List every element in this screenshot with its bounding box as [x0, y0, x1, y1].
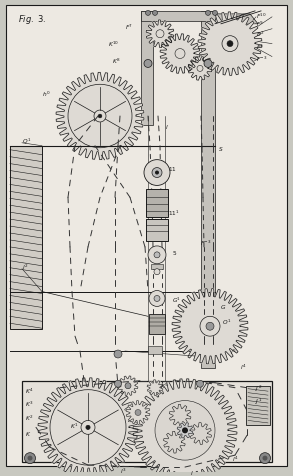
- Polygon shape: [38, 378, 138, 476]
- Circle shape: [212, 11, 217, 16]
- Text: $\it{S}$: $\it{S}$: [218, 144, 224, 152]
- Text: $\it{K}$: $\it{K}$: [25, 429, 31, 437]
- Circle shape: [155, 171, 159, 175]
- Circle shape: [182, 427, 188, 434]
- Circle shape: [152, 11, 158, 16]
- Circle shape: [154, 269, 160, 275]
- Bar: [146, 190, 168, 218]
- Circle shape: [263, 456, 268, 461]
- Circle shape: [28, 456, 33, 461]
- Circle shape: [197, 66, 203, 72]
- Circle shape: [155, 401, 215, 460]
- Bar: [22, 381, 272, 462]
- Polygon shape: [147, 380, 163, 396]
- Polygon shape: [163, 431, 185, 453]
- Circle shape: [154, 252, 160, 258]
- Text: $\it{K^3}$: $\it{K^3}$: [25, 399, 33, 408]
- Circle shape: [156, 30, 164, 39]
- Circle shape: [98, 115, 102, 119]
- Text: $\it{K^8}$: $\it{K^8}$: [112, 57, 120, 66]
- Circle shape: [114, 350, 122, 358]
- Circle shape: [148, 247, 166, 264]
- Text: $\it{K^4}$: $\it{K^4}$: [25, 386, 34, 396]
- Text: $\it{G^1}$: $\it{G^1}$: [172, 295, 181, 305]
- Text: $\it{G}$: $\it{G}$: [220, 303, 226, 311]
- Circle shape: [200, 317, 220, 337]
- Text: $\it{O^1}$: $\it{O^1}$: [222, 317, 231, 326]
- Circle shape: [25, 453, 35, 464]
- Polygon shape: [126, 401, 150, 425]
- Polygon shape: [172, 289, 248, 364]
- Text: $\it{11^1}$: $\it{11^1}$: [168, 208, 180, 218]
- Polygon shape: [169, 405, 191, 426]
- Text: $\it{l}$: $\it{l}$: [190, 468, 194, 476]
- Text: $\it{F^7}$: $\it{F^7}$: [125, 23, 133, 32]
- Polygon shape: [177, 423, 193, 438]
- Bar: [10, 147, 42, 329]
- Text: $\it{K^1}$: $\it{K^1}$: [70, 421, 79, 430]
- Polygon shape: [160, 35, 200, 74]
- Text: $\it{l^4}$: $\it{l^4}$: [240, 361, 246, 371]
- Text: $\it{l^3}$: $\it{l^3}$: [120, 466, 126, 475]
- Circle shape: [115, 380, 122, 387]
- Text: $\it{K^2}$: $\it{K^2}$: [25, 413, 33, 422]
- Bar: [246, 386, 270, 426]
- Text: $\it{J^2}$: $\it{J^2}$: [255, 383, 262, 393]
- Polygon shape: [133, 379, 237, 476]
- Circle shape: [144, 60, 152, 68]
- Circle shape: [81, 421, 95, 435]
- Circle shape: [152, 168, 162, 178]
- Text: $\it{K^5}$: $\it{K^5}$: [160, 381, 168, 391]
- Bar: [146, 220, 168, 241]
- Text: $\it{l^2}$: $\it{l^2}$: [22, 263, 28, 272]
- Text: $\it{Fig.\ 3.}$: $\it{Fig.\ 3.}$: [18, 13, 47, 26]
- Text: $\it{J^1}$: $\it{J^1}$: [255, 396, 262, 406]
- Text: $\it{h^0}$: $\it{h^0}$: [42, 89, 50, 99]
- Text: $\it{K^{10}}$: $\it{K^{10}}$: [108, 40, 119, 49]
- Bar: [141, 12, 153, 126]
- Circle shape: [86, 426, 90, 429]
- Text: $\it{F^{-3}}$: $\it{F^{-3}}$: [256, 55, 268, 64]
- Text: $\it{F^9}$: $\it{F^9}$: [256, 20, 264, 30]
- Circle shape: [227, 41, 233, 48]
- Circle shape: [204, 60, 212, 68]
- Bar: [151, 264, 163, 269]
- Polygon shape: [118, 376, 138, 396]
- Text: $\it{E^2}$: $\it{E^2}$: [256, 30, 264, 40]
- Text: $\it{F^{10}}$: $\it{F^{10}}$: [256, 11, 267, 20]
- Circle shape: [94, 111, 106, 123]
- Text: $\it{l^4}$: $\it{l^4}$: [232, 454, 238, 463]
- Text: $\it{F^3}$: $\it{F^3}$: [256, 43, 264, 52]
- Polygon shape: [56, 73, 144, 160]
- Circle shape: [144, 160, 170, 186]
- Circle shape: [206, 323, 214, 330]
- Text: $\it{5}$: $\it{5}$: [172, 248, 177, 256]
- Circle shape: [50, 390, 126, 465]
- Bar: [149, 315, 165, 335]
- Circle shape: [197, 380, 204, 387]
- Bar: [201, 12, 215, 368]
- Polygon shape: [188, 58, 212, 81]
- Circle shape: [154, 296, 160, 302]
- Circle shape: [260, 453, 270, 464]
- Text: $\it{l}$: $\it{l}$: [165, 123, 168, 130]
- Text: $\it{Q^1}$: $\it{Q^1}$: [22, 137, 31, 146]
- Bar: [148, 347, 162, 354]
- Circle shape: [135, 410, 141, 416]
- Polygon shape: [190, 423, 212, 445]
- Circle shape: [175, 50, 185, 60]
- Circle shape: [68, 85, 132, 149]
- Circle shape: [222, 37, 238, 52]
- Circle shape: [146, 11, 151, 16]
- Text: $\it{l^5}$: $\it{l^5}$: [230, 347, 236, 356]
- Text: $\it{11}$: $\it{11}$: [168, 164, 177, 172]
- Polygon shape: [215, 15, 258, 25]
- Circle shape: [125, 383, 131, 389]
- Polygon shape: [146, 21, 174, 49]
- Circle shape: [149, 291, 165, 307]
- Bar: [141, 12, 215, 22]
- Polygon shape: [198, 13, 262, 76]
- Text: $\it{F^{-3}}$: $\it{F^{-3}}$: [200, 238, 212, 247]
- Circle shape: [205, 11, 210, 16]
